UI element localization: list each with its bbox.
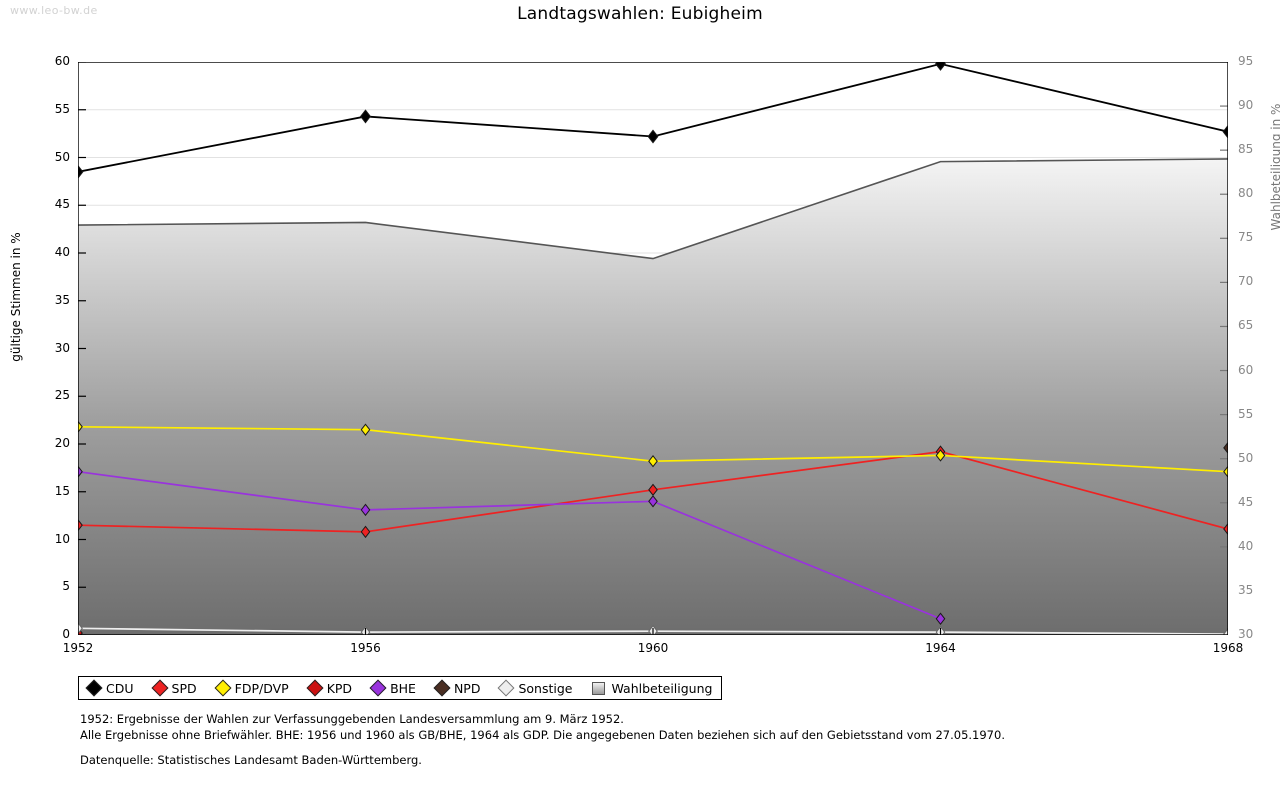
y-axis-right-tick-label: 85 [1238, 142, 1254, 157]
x-axis-tick-label: 1964 [925, 641, 956, 655]
x-axis-tick-label: 1956 [350, 641, 381, 655]
footnotes: 1952: Ergebnisse der Wahlen zur Verfassu… [80, 711, 1005, 743]
y-axis-left-tick-label: 55 [54, 101, 70, 116]
legend-diamond-icon [214, 679, 232, 697]
legend-item-cdu[interactable]: CDU [85, 679, 134, 697]
y-axis-right-tick-label: 45 [1238, 494, 1254, 509]
legend-item-wahlbeteiligung[interactable]: Wahlbeteiligung [592, 681, 712, 696]
y-axis-right-tick-label: 35 [1238, 582, 1254, 597]
legend-label: FDP/DVP [234, 680, 289, 696]
footnote-source: Datenquelle: Statistisches Landesamt Bad… [80, 753, 422, 767]
y-axis-left-tick-label: 10 [54, 531, 70, 546]
y-axis-left-tick-label: 30 [54, 340, 70, 355]
y-axis-right-tick-label: 75 [1238, 230, 1254, 245]
legend-label: CDU [106, 680, 134, 696]
series-markers [78, 62, 1228, 635]
legend-label: SPD [171, 680, 197, 696]
watermark: www.leo-bw.de [10, 4, 98, 17]
legend-diamond-icon [369, 679, 387, 697]
legend-diamond-icon [433, 679, 451, 697]
y-axis-left-tick-label: 15 [54, 483, 70, 498]
y-axis-right-tick-label: 55 [1238, 406, 1254, 421]
y-axis-left-tick-label: 60 [54, 54, 70, 68]
axis-ticks [78, 62, 1228, 635]
legend-item-fdp-dvp[interactable]: FDP/DVP [214, 679, 289, 697]
y-axis-left-tick-label: 45 [54, 197, 70, 212]
footnote-line-1: 1952: Ergebnisse der Wahlen zur Verfassu… [80, 712, 624, 726]
y-axis-left-title: gültige Stimmen in % [9, 232, 23, 362]
chart-title: Landtagswahlen: Eubigheim [517, 4, 763, 24]
legend-label: Wahlbeteiligung [611, 680, 713, 696]
y-axis-right-tick-label: 65 [1238, 318, 1254, 333]
legend-item-spd[interactable]: SPD [151, 679, 197, 697]
y-axis-left-tick-label: 40 [54, 245, 70, 259]
y-axis-right-tick-label: 30 [1238, 627, 1254, 641]
legend-diamond-icon [151, 679, 169, 697]
x-axis-tick-label: 1968 [1212, 641, 1244, 655]
legend-label: KPD [326, 680, 353, 696]
x-axis-tick-label: 1960 [637, 641, 669, 655]
y-axis-left-tick-label: 5 [62, 579, 70, 594]
y-axis-right-tick-label: 50 [1238, 450, 1254, 465]
legend-item-sonstige[interactable]: Sonstige [497, 679, 573, 697]
y-axis-left-tick-label: 50 [54, 149, 70, 164]
y-axis-right-tick-label: 90 [1238, 98, 1254, 113]
y-axis-right-tick-label: 70 [1238, 274, 1254, 289]
y-axis-right-tick-label: 60 [1238, 362, 1254, 377]
y-axis-left-tick-label: 25 [54, 388, 70, 403]
footnote-line-2: Alle Ergebnisse ohne Briefwähler. BHE: 1… [80, 728, 1005, 742]
legend-diamond-icon [306, 679, 324, 697]
y-axis-right-tick-label: 95 [1238, 54, 1254, 68]
y-axis-right-tick-label: 80 [1238, 186, 1254, 201]
x-axis-tick-label: 1952 [62, 641, 94, 655]
legend-item-bhe[interactable]: BHE [369, 679, 416, 697]
legend-item-kpd[interactable]: KPD [306, 679, 353, 697]
legend-item-npd[interactable]: NPD [433, 679, 481, 697]
y-axis-right-tick-label: 40 [1238, 538, 1254, 553]
legend-label: BHE [390, 680, 416, 696]
legend-label: NPD [453, 680, 481, 696]
legend-diamond-icon [85, 679, 103, 697]
y-axis-left-tick-label: 20 [54, 436, 70, 450]
legend-square-icon [592, 681, 606, 695]
y-axis-left-tick-label: 35 [54, 292, 70, 307]
plot-area [78, 62, 1228, 635]
legend-diamond-icon [497, 679, 515, 697]
y-axis-left-tick-label: 0 [62, 627, 70, 641]
legend-label: Sonstige [518, 680, 573, 696]
legend: CDU SPD FDP/DVP KPD BHE NPD Sonstige Wahlbeteil… [78, 676, 723, 700]
